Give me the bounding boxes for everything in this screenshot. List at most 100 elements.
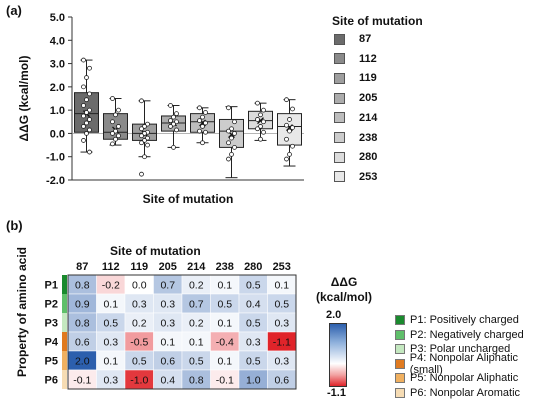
y-tick-label: 5.0 xyxy=(50,12,65,24)
property-legend-item: P4: Nonpolar Aliphatic (small) xyxy=(395,352,550,376)
box-253 xyxy=(277,97,302,167)
data-point xyxy=(171,144,176,150)
data-point xyxy=(110,131,115,136)
data-point xyxy=(142,138,147,143)
data-point xyxy=(290,125,295,131)
data-point xyxy=(226,105,231,111)
data-point xyxy=(171,121,176,127)
box-legend-item-119: 119 xyxy=(334,70,377,86)
heatmap-value: 0.3 xyxy=(274,318,289,330)
heatmap-value: 0.1 xyxy=(103,299,118,311)
box-112 xyxy=(103,96,128,147)
heatmap-value: 0.5 xyxy=(132,356,147,368)
heatmap-value: 0.8 xyxy=(75,318,90,330)
data-point xyxy=(168,124,173,129)
colorbar-min-label: -1.1 xyxy=(327,387,346,399)
box-legend-item-238: 238 xyxy=(334,130,377,146)
heatmap-value: -0.1 xyxy=(73,375,91,387)
data-point xyxy=(81,103,86,108)
heatmap-value: -0.1 xyxy=(216,375,234,387)
heatmap-value: 0.9 xyxy=(75,299,90,311)
data-point xyxy=(197,105,202,111)
data-point xyxy=(229,126,234,132)
heatmap-value: 0.5 xyxy=(103,318,118,330)
colorbar xyxy=(329,323,347,387)
heatmap-value: 0.2 xyxy=(189,280,204,292)
x-axis-title: Site of mutation xyxy=(143,192,234,206)
data-point xyxy=(229,135,234,141)
y-tick-label: -2.0 xyxy=(46,175,65,187)
heatmap-row-label: P4 xyxy=(45,337,59,349)
data-point xyxy=(226,140,231,146)
heatmap-value: 0.5 xyxy=(274,299,289,311)
box-legend-title: Site of mutation xyxy=(332,14,423,28)
data-point xyxy=(261,129,266,135)
heatmap-value: 0.7 xyxy=(189,299,204,311)
box-238 xyxy=(219,105,244,179)
data-point xyxy=(145,135,150,141)
box-legend-swatch xyxy=(334,132,345,143)
data-point xyxy=(258,124,263,129)
y-tick-label: -1.0 xyxy=(46,152,65,164)
data-point xyxy=(110,119,115,125)
heatmap-value: 0.2 xyxy=(189,318,204,330)
heatmap-value: 0.3 xyxy=(274,356,289,368)
data-point xyxy=(84,110,89,115)
data-point xyxy=(232,131,237,136)
data-point xyxy=(287,117,292,122)
data-point xyxy=(200,124,205,129)
data-point xyxy=(261,107,266,113)
box-legend-swatch xyxy=(334,92,345,104)
property-legend-swatch xyxy=(395,358,405,369)
box-legend-swatch xyxy=(334,72,345,84)
box-119 xyxy=(132,98,157,177)
data-point xyxy=(232,144,237,150)
data-point xyxy=(226,156,231,162)
heatmap-value: 0.7 xyxy=(160,280,175,292)
property-legend-label: P5: Nonpolar Aliphatic xyxy=(410,372,519,384)
data-point xyxy=(287,128,292,134)
data-point xyxy=(87,117,92,122)
heatmap-value: -0.4 xyxy=(216,337,234,349)
property-legend-item: P3: Polar uncharged xyxy=(395,342,510,356)
data-point xyxy=(232,119,237,125)
data-point xyxy=(145,142,150,148)
heatmap-value: 0.3 xyxy=(132,299,147,311)
data-point xyxy=(84,75,89,80)
y-tick-label: 3.0 xyxy=(50,59,65,71)
heatmap-col-label: 205 xyxy=(159,261,177,273)
box-legend-label: 238 xyxy=(359,131,378,144)
heatmap-value: 0.5 xyxy=(189,356,204,368)
data-point xyxy=(84,97,89,103)
heatmap-row-label: P3 xyxy=(45,318,58,330)
heatmap-top-label: Site of mutation xyxy=(110,244,201,258)
heatmap-value: -0.2 xyxy=(102,280,120,292)
data-point xyxy=(287,151,292,157)
data-point xyxy=(203,110,208,115)
y-tick-label: 4.0 xyxy=(50,35,65,47)
property-legend-label: P4: Nonpolar Aliphatic (small) xyxy=(409,351,519,376)
heatmap-value: 0.1 xyxy=(160,337,175,349)
panel-a-label: (a) xyxy=(6,3,22,18)
heatmap-row-label: P2 xyxy=(45,299,58,311)
heatmap-col-label: 87 xyxy=(76,261,88,273)
data-point xyxy=(255,117,260,122)
heatmap-col-label: 119 xyxy=(130,261,148,273)
heatmap-col-label: 280 xyxy=(244,261,262,273)
data-point xyxy=(84,131,89,136)
property-legend-label: P2: Negatively charged xyxy=(410,328,524,341)
data-point xyxy=(116,124,121,129)
property-legend-item: P1: Positively charged xyxy=(395,313,519,327)
heatmap-value: 0.3 xyxy=(160,299,175,311)
box-legend-swatch xyxy=(334,171,345,183)
data-point xyxy=(284,136,289,142)
box-legend-swatch xyxy=(334,112,345,124)
data-point xyxy=(110,141,115,147)
property-legend-label: P3: Polar uncharged xyxy=(410,343,511,355)
heatmap-col-label: 214 xyxy=(187,261,206,273)
heatmap-value: 0.1 xyxy=(217,318,232,330)
heatmap-value: 0.6 xyxy=(75,337,90,349)
row-group-bar xyxy=(62,294,67,313)
data-point xyxy=(168,118,173,124)
heatmap-value: 0.2 xyxy=(132,318,147,330)
